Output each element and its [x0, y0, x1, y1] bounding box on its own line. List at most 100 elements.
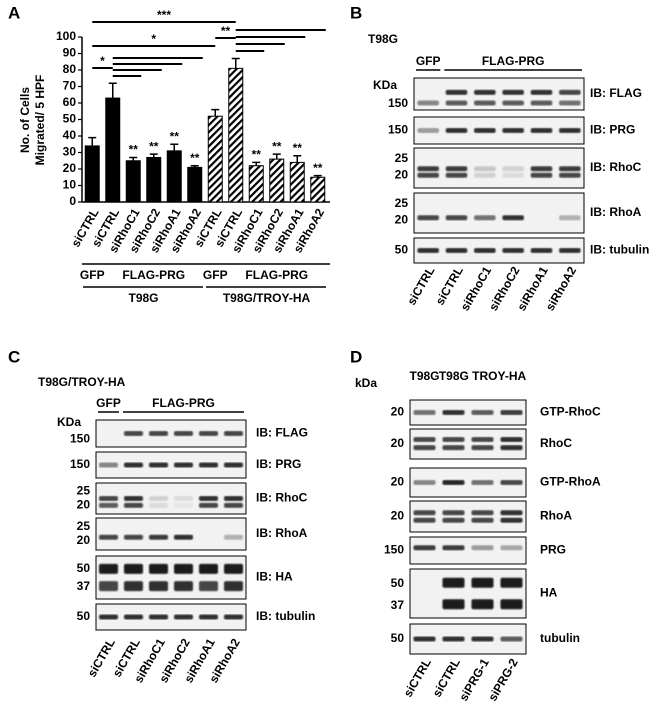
blot-label: IB: FLAG: [590, 86, 642, 100]
y-tick-label: 10: [63, 178, 77, 192]
band: [445, 248, 468, 253]
band: [500, 410, 523, 415]
significance-mark: **: [190, 151, 200, 165]
mw-marker: 20: [391, 475, 405, 489]
band: [530, 166, 553, 172]
band: [124, 496, 143, 501]
band: [530, 248, 553, 253]
band: [224, 563, 243, 574]
band: [149, 502, 168, 508]
group-label: FLAG-PRG: [245, 268, 308, 282]
mw-marker: 20: [77, 533, 91, 547]
band: [99, 563, 118, 574]
blot-label: IB: PRG: [256, 457, 301, 471]
blot-label: IB: PRG: [590, 123, 635, 137]
error-bar: [313, 174, 322, 178]
band: [417, 215, 439, 221]
significance-mark: **: [129, 143, 139, 157]
band: [174, 614, 193, 620]
band: [442, 445, 465, 451]
band: [199, 496, 218, 501]
band: [417, 166, 439, 172]
band: [471, 480, 494, 485]
band: [413, 437, 436, 442]
y-axis-label: No. of Cells: [18, 87, 32, 153]
band: [445, 128, 468, 133]
band: [149, 431, 168, 436]
blot-strip: [95, 603, 247, 631]
error-bar: [149, 153, 158, 158]
band: [149, 496, 168, 501]
y-tick-label: 100: [56, 29, 76, 43]
band: [500, 517, 523, 523]
band: [124, 431, 143, 436]
band: [224, 462, 243, 468]
blot-strip: [409, 428, 527, 460]
band: [559, 89, 581, 95]
band: [471, 410, 494, 415]
band: [502, 100, 524, 106]
y-tick-label: 20: [63, 161, 77, 175]
significance-label: ***: [157, 8, 171, 22]
band: [224, 431, 243, 436]
significance-mark: **: [252, 148, 262, 162]
significance-mark: **: [149, 139, 159, 153]
mw-marker: 20: [391, 509, 405, 523]
band: [502, 172, 524, 178]
band: [442, 517, 465, 523]
bar: [146, 156, 162, 203]
band: [413, 517, 436, 523]
mw-marker: 37: [77, 579, 91, 593]
band: [417, 172, 439, 178]
band: [413, 480, 436, 485]
band: [445, 89, 468, 95]
band: [174, 431, 193, 436]
band: [471, 445, 494, 451]
band: [417, 100, 439, 106]
band: [224, 496, 243, 501]
band: [124, 462, 143, 468]
blot-title: T98G/TROY-HA: [38, 375, 126, 389]
significance-mark: **: [272, 139, 282, 153]
band: [174, 496, 193, 501]
cell-line-label: T98G: [128, 291, 158, 305]
band: [417, 128, 439, 133]
blot-title: T98G: [368, 32, 398, 46]
band: [224, 502, 243, 508]
band: [413, 636, 436, 642]
mw-marker: 20: [395, 212, 409, 226]
error-bar: [108, 82, 117, 99]
band: [445, 166, 468, 172]
blot-strip: [409, 568, 527, 619]
mw-marker: 50: [77, 609, 91, 623]
error-bar: [129, 156, 138, 161]
band: [502, 128, 524, 133]
lane-group-label: FLAG-PRG: [482, 54, 545, 68]
blot-strip: [413, 77, 585, 111]
mw-marker: 50: [395, 243, 409, 257]
blot-strip: [95, 451, 247, 479]
band: [559, 172, 581, 178]
band: [445, 172, 468, 178]
band: [174, 534, 193, 540]
band: [559, 215, 581, 221]
y-tick-label: 0: [69, 194, 76, 208]
band: [530, 172, 553, 178]
kda-label: kDa: [355, 376, 377, 390]
band: [124, 563, 143, 574]
band: [500, 599, 523, 610]
mw-marker: 150: [384, 543, 404, 557]
band: [471, 437, 494, 442]
band: [149, 614, 168, 620]
bar: [187, 166, 203, 203]
band: [500, 437, 523, 442]
band: [99, 502, 118, 508]
band: [474, 172, 496, 178]
mw-marker: 25: [77, 484, 91, 498]
band: [474, 166, 496, 172]
band: [445, 215, 468, 221]
band: [224, 534, 243, 540]
significance-mark: **: [293, 141, 303, 155]
error-bar: [190, 164, 199, 168]
bar: [269, 158, 285, 203]
